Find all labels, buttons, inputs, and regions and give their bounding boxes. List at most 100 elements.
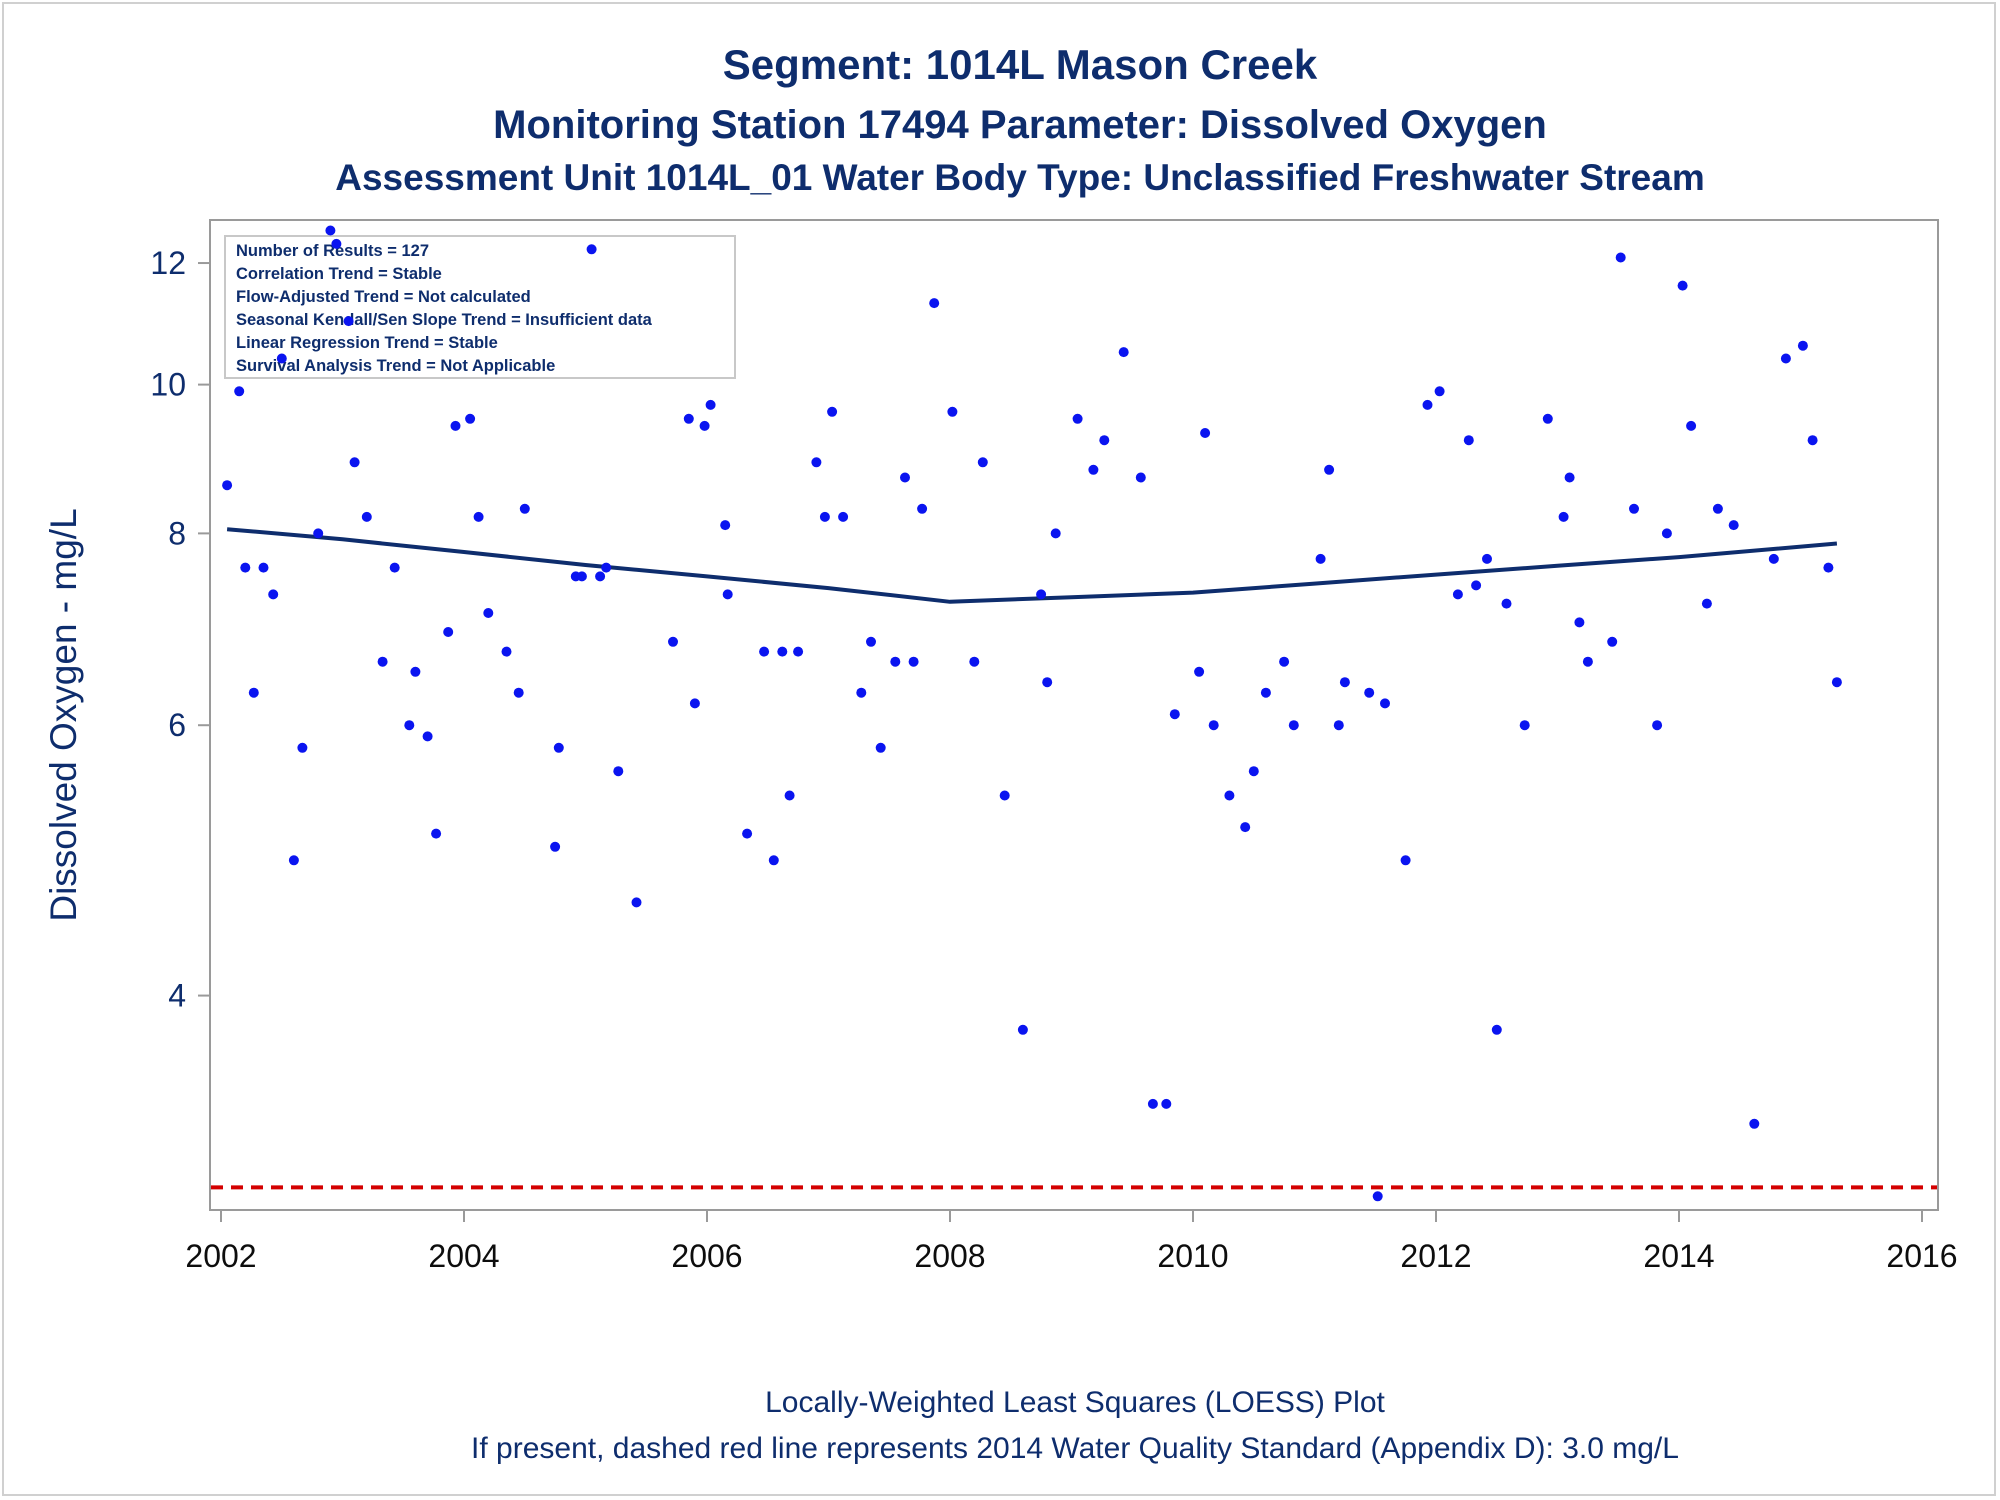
data-point [553, 742, 564, 753]
data-point [977, 457, 988, 468]
data-point [999, 790, 1010, 801]
data-point [1364, 687, 1375, 698]
data-point [240, 562, 251, 573]
data-point [1042, 677, 1053, 688]
data-point [689, 698, 700, 709]
data-point [1072, 413, 1083, 424]
data-point [1574, 617, 1585, 628]
data-point [777, 646, 788, 657]
data-point [1607, 636, 1618, 647]
data-point [1471, 580, 1482, 591]
data-point [443, 627, 454, 637]
data-point [276, 353, 287, 364]
x-tick-label: 2006 [671, 1238, 742, 1274]
data-point [389, 562, 400, 573]
data-point [631, 897, 642, 908]
data-point [1582, 656, 1593, 667]
data-point [947, 406, 958, 417]
data-point [917, 503, 928, 514]
x-tick-label: 2016 [1886, 1238, 1957, 1274]
data-point [1434, 386, 1445, 397]
loess-curve [226, 527, 1838, 604]
data-point [1194, 666, 1205, 677]
data-point [361, 511, 372, 522]
data-point [1749, 1118, 1760, 1129]
data-point [483, 608, 494, 618]
data-point [705, 399, 716, 410]
data-point [313, 528, 324, 539]
info-box-border [224, 235, 736, 379]
data-point [613, 766, 624, 777]
data-point [1482, 553, 1492, 564]
x-tick-label: 2008 [914, 1238, 985, 1274]
data-point [1118, 347, 1129, 358]
data-point [422, 731, 433, 742]
y-tick-label: 12 [150, 245, 186, 281]
data-point [1463, 435, 1474, 446]
data-point [1372, 1191, 1383, 1202]
data-point [856, 687, 867, 698]
data-point [1169, 709, 1180, 720]
plot-area [209, 219, 1939, 1211]
data-point [258, 562, 269, 573]
data-point [699, 420, 710, 431]
data-point [1240, 822, 1251, 833]
info-line: Survival Analysis Trend = Not Applicable [236, 357, 555, 375]
data-point [1564, 472, 1575, 483]
footnote-plot-type: Locally-Weighted Least Squares (LOESS) P… [765, 1386, 1385, 1419]
data-point [1161, 1098, 1172, 1109]
data-point [1686, 420, 1697, 431]
data-point [410, 666, 421, 677]
data-point [513, 687, 524, 698]
data-point [1807, 435, 1818, 446]
data-point [1501, 598, 1512, 609]
x-tick-label: 2004 [428, 1238, 499, 1274]
data-point [1677, 280, 1688, 291]
data-point [1823, 562, 1834, 573]
x-axis: 2002 2004 2006 2008 2010 2012 2014 2016 [185, 1210, 1958, 1274]
data-point [501, 646, 512, 657]
data-point [811, 457, 822, 468]
data-point [1333, 720, 1344, 731]
data-points-layer [222, 225, 1842, 1202]
data-point [900, 472, 910, 483]
data-point [1135, 472, 1146, 483]
data-point [1147, 1098, 1158, 1109]
footnote-standard: If present, dashed red line represents 2… [471, 1432, 1679, 1465]
data-point [720, 520, 731, 531]
data-point [404, 720, 415, 731]
data-point [1797, 340, 1808, 351]
data-point [268, 589, 279, 600]
data-point [1248, 766, 1259, 777]
data-point [722, 589, 733, 600]
y-tick-label: 6 [168, 707, 186, 743]
data-point [550, 841, 561, 852]
data-point [465, 413, 476, 424]
data-point [1315, 553, 1326, 564]
x-tick-label: 2002 [185, 1238, 256, 1274]
data-point [1400, 855, 1411, 866]
data-point [759, 646, 770, 657]
data-point [683, 413, 694, 424]
data-point [1099, 435, 1110, 446]
data-point [450, 420, 461, 431]
data-point [866, 636, 876, 647]
data-point [1831, 677, 1842, 688]
data-point [1712, 503, 1723, 514]
info-line: Linear Regression Trend = Stable [236, 334, 498, 352]
data-point [668, 636, 678, 647]
data-point [1542, 413, 1553, 424]
data-point [1036, 589, 1047, 600]
x-tick-label: 2012 [1400, 1238, 1471, 1274]
data-point [586, 244, 597, 255]
data-point [1491, 1024, 1502, 1035]
y-axis: 4 6 8 10 12 [150, 245, 210, 1014]
data-point [1652, 720, 1663, 731]
data-point [1224, 790, 1235, 801]
data-point [1661, 528, 1672, 539]
data-point [234, 386, 245, 397]
data-point [1558, 511, 1569, 522]
info-line: Flow-Adjusted Trend = Not calculated [236, 288, 531, 306]
